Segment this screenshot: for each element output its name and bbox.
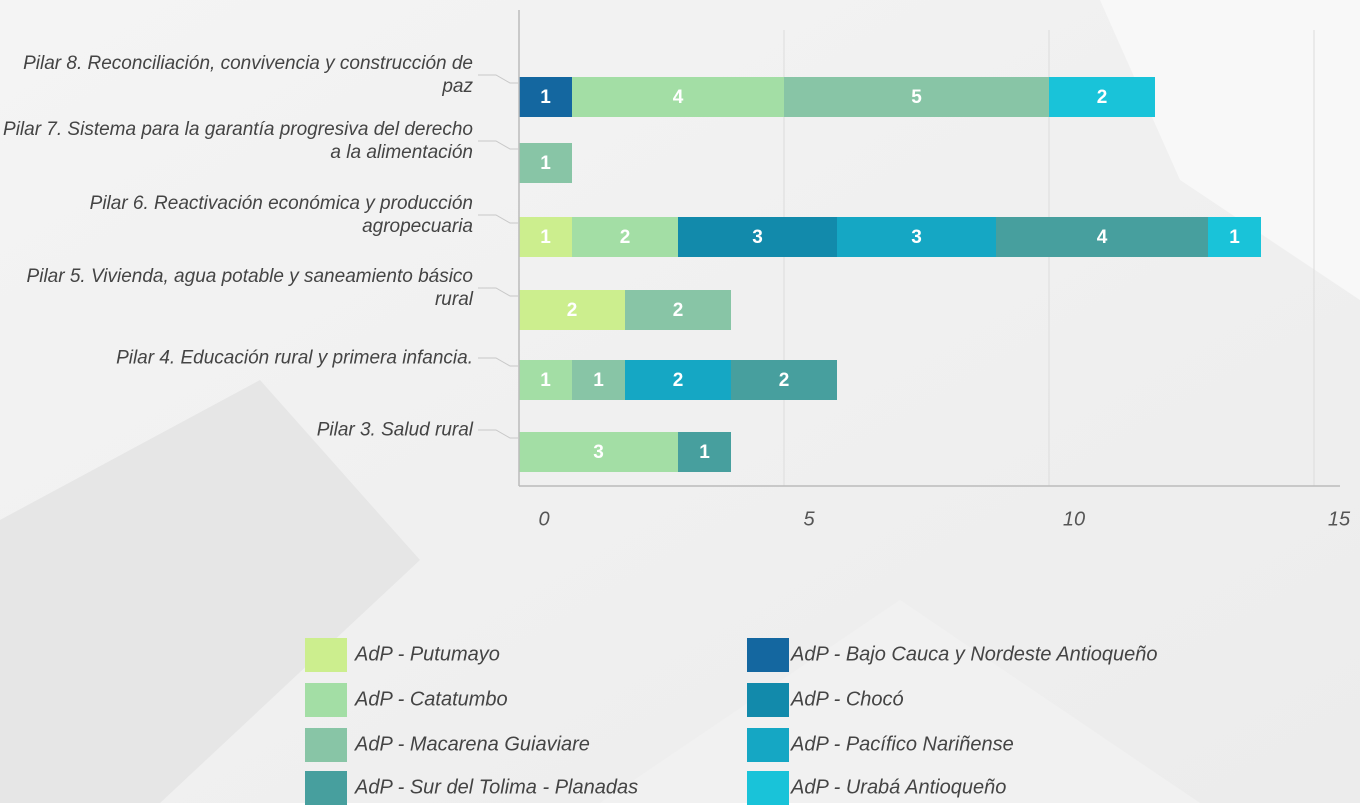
legend-swatch — [747, 728, 789, 762]
category-label: Pilar 4. Educación rural y primera infan… — [116, 347, 473, 369]
data-label: 2 — [620, 227, 631, 248]
bar-segment — [572, 77, 784, 117]
bar-segment — [996, 217, 1208, 257]
legend-label: AdP - Urabá Antioqueño — [791, 776, 1007, 799]
x-tick-label: 5 — [803, 508, 815, 530]
bar-segment — [519, 217, 572, 257]
bar-segment — [678, 217, 837, 257]
x-tick-label: 0 — [538, 508, 549, 530]
legend-label: AdP - Pacífico Nariñense — [791, 733, 1014, 756]
category-label: Pilar 3. Salud rural — [316, 419, 473, 441]
bar-segment — [784, 77, 1049, 117]
data-label: 5 — [911, 87, 922, 108]
x-tick-label: 15 — [1328, 508, 1351, 530]
bar-segment — [625, 360, 731, 400]
data-label: 1 — [540, 87, 551, 108]
category-label: Pilar 5. Vivienda, agua potable y saneam… — [26, 266, 473, 310]
data-label: 3 — [911, 227, 922, 248]
legend-swatch — [747, 683, 789, 717]
legend-swatch — [747, 638, 789, 672]
data-label: 2 — [1097, 87, 1108, 108]
legend-label: AdP - Macarena Guiaviare — [355, 733, 590, 756]
bar-segment — [678, 432, 731, 472]
label-connector — [478, 74, 519, 84]
category-label: Pilar 6. Reactivación económica y produc… — [89, 193, 473, 237]
data-label: 2 — [673, 370, 684, 391]
data-label: 3 — [593, 442, 604, 463]
legend-swatch — [305, 638, 347, 672]
data-label: 2 — [673, 300, 684, 321]
legend-label: AdP - Chocó — [791, 688, 904, 711]
bar-segment — [625, 290, 731, 330]
label-connector — [478, 214, 519, 224]
legend-label: AdP - Sur del Tolima - Planadas — [355, 776, 639, 799]
data-label: 4 — [673, 87, 684, 108]
bar-segment — [572, 217, 678, 257]
category-label: Pilar 8. Reconciliación, convivencia y c… — [23, 53, 473, 97]
bar-segment — [519, 360, 572, 400]
bar-segment — [519, 432, 678, 472]
label-connector — [478, 357, 519, 367]
data-label: 2 — [779, 370, 790, 391]
label-connector — [478, 429, 519, 439]
data-label: 3 — [752, 227, 763, 248]
data-label: 4 — [1097, 227, 1108, 248]
data-label: 1 — [593, 370, 604, 391]
legend-swatch — [305, 728, 347, 762]
label-connector — [478, 140, 519, 150]
bar-segment — [519, 290, 625, 330]
bar-segment — [837, 217, 996, 257]
category-label: Pilar 7. Sistema para la garantía progre… — [3, 119, 473, 163]
bar-segment — [731, 360, 837, 400]
label-connector — [478, 287, 519, 297]
bar-segment — [519, 143, 572, 183]
legend-swatch — [305, 771, 347, 805]
bar-segment — [1208, 217, 1261, 257]
legend-label: AdP - Catatumbo — [355, 688, 508, 711]
data-label: 1 — [699, 442, 710, 463]
data-label: 1 — [540, 370, 551, 391]
data-label: 2 — [567, 300, 578, 321]
legend-label: AdP - Bajo Cauca y Nordeste Antioqueño — [791, 643, 1158, 666]
data-label: 1 — [540, 153, 551, 174]
legend-swatch — [747, 771, 789, 805]
bg-shape — [0, 380, 420, 803]
bg-shape — [1100, 0, 1360, 300]
legend-label: AdP - Putumayo — [355, 643, 500, 666]
bar-segment — [572, 360, 625, 400]
data-label: 1 — [1229, 227, 1240, 248]
bar-segment — [1049, 77, 1155, 117]
legend-swatch — [305, 683, 347, 717]
x-tick-label: 10 — [1063, 508, 1085, 530]
data-label: 1 — [540, 227, 551, 248]
bar-segment — [519, 77, 572, 117]
